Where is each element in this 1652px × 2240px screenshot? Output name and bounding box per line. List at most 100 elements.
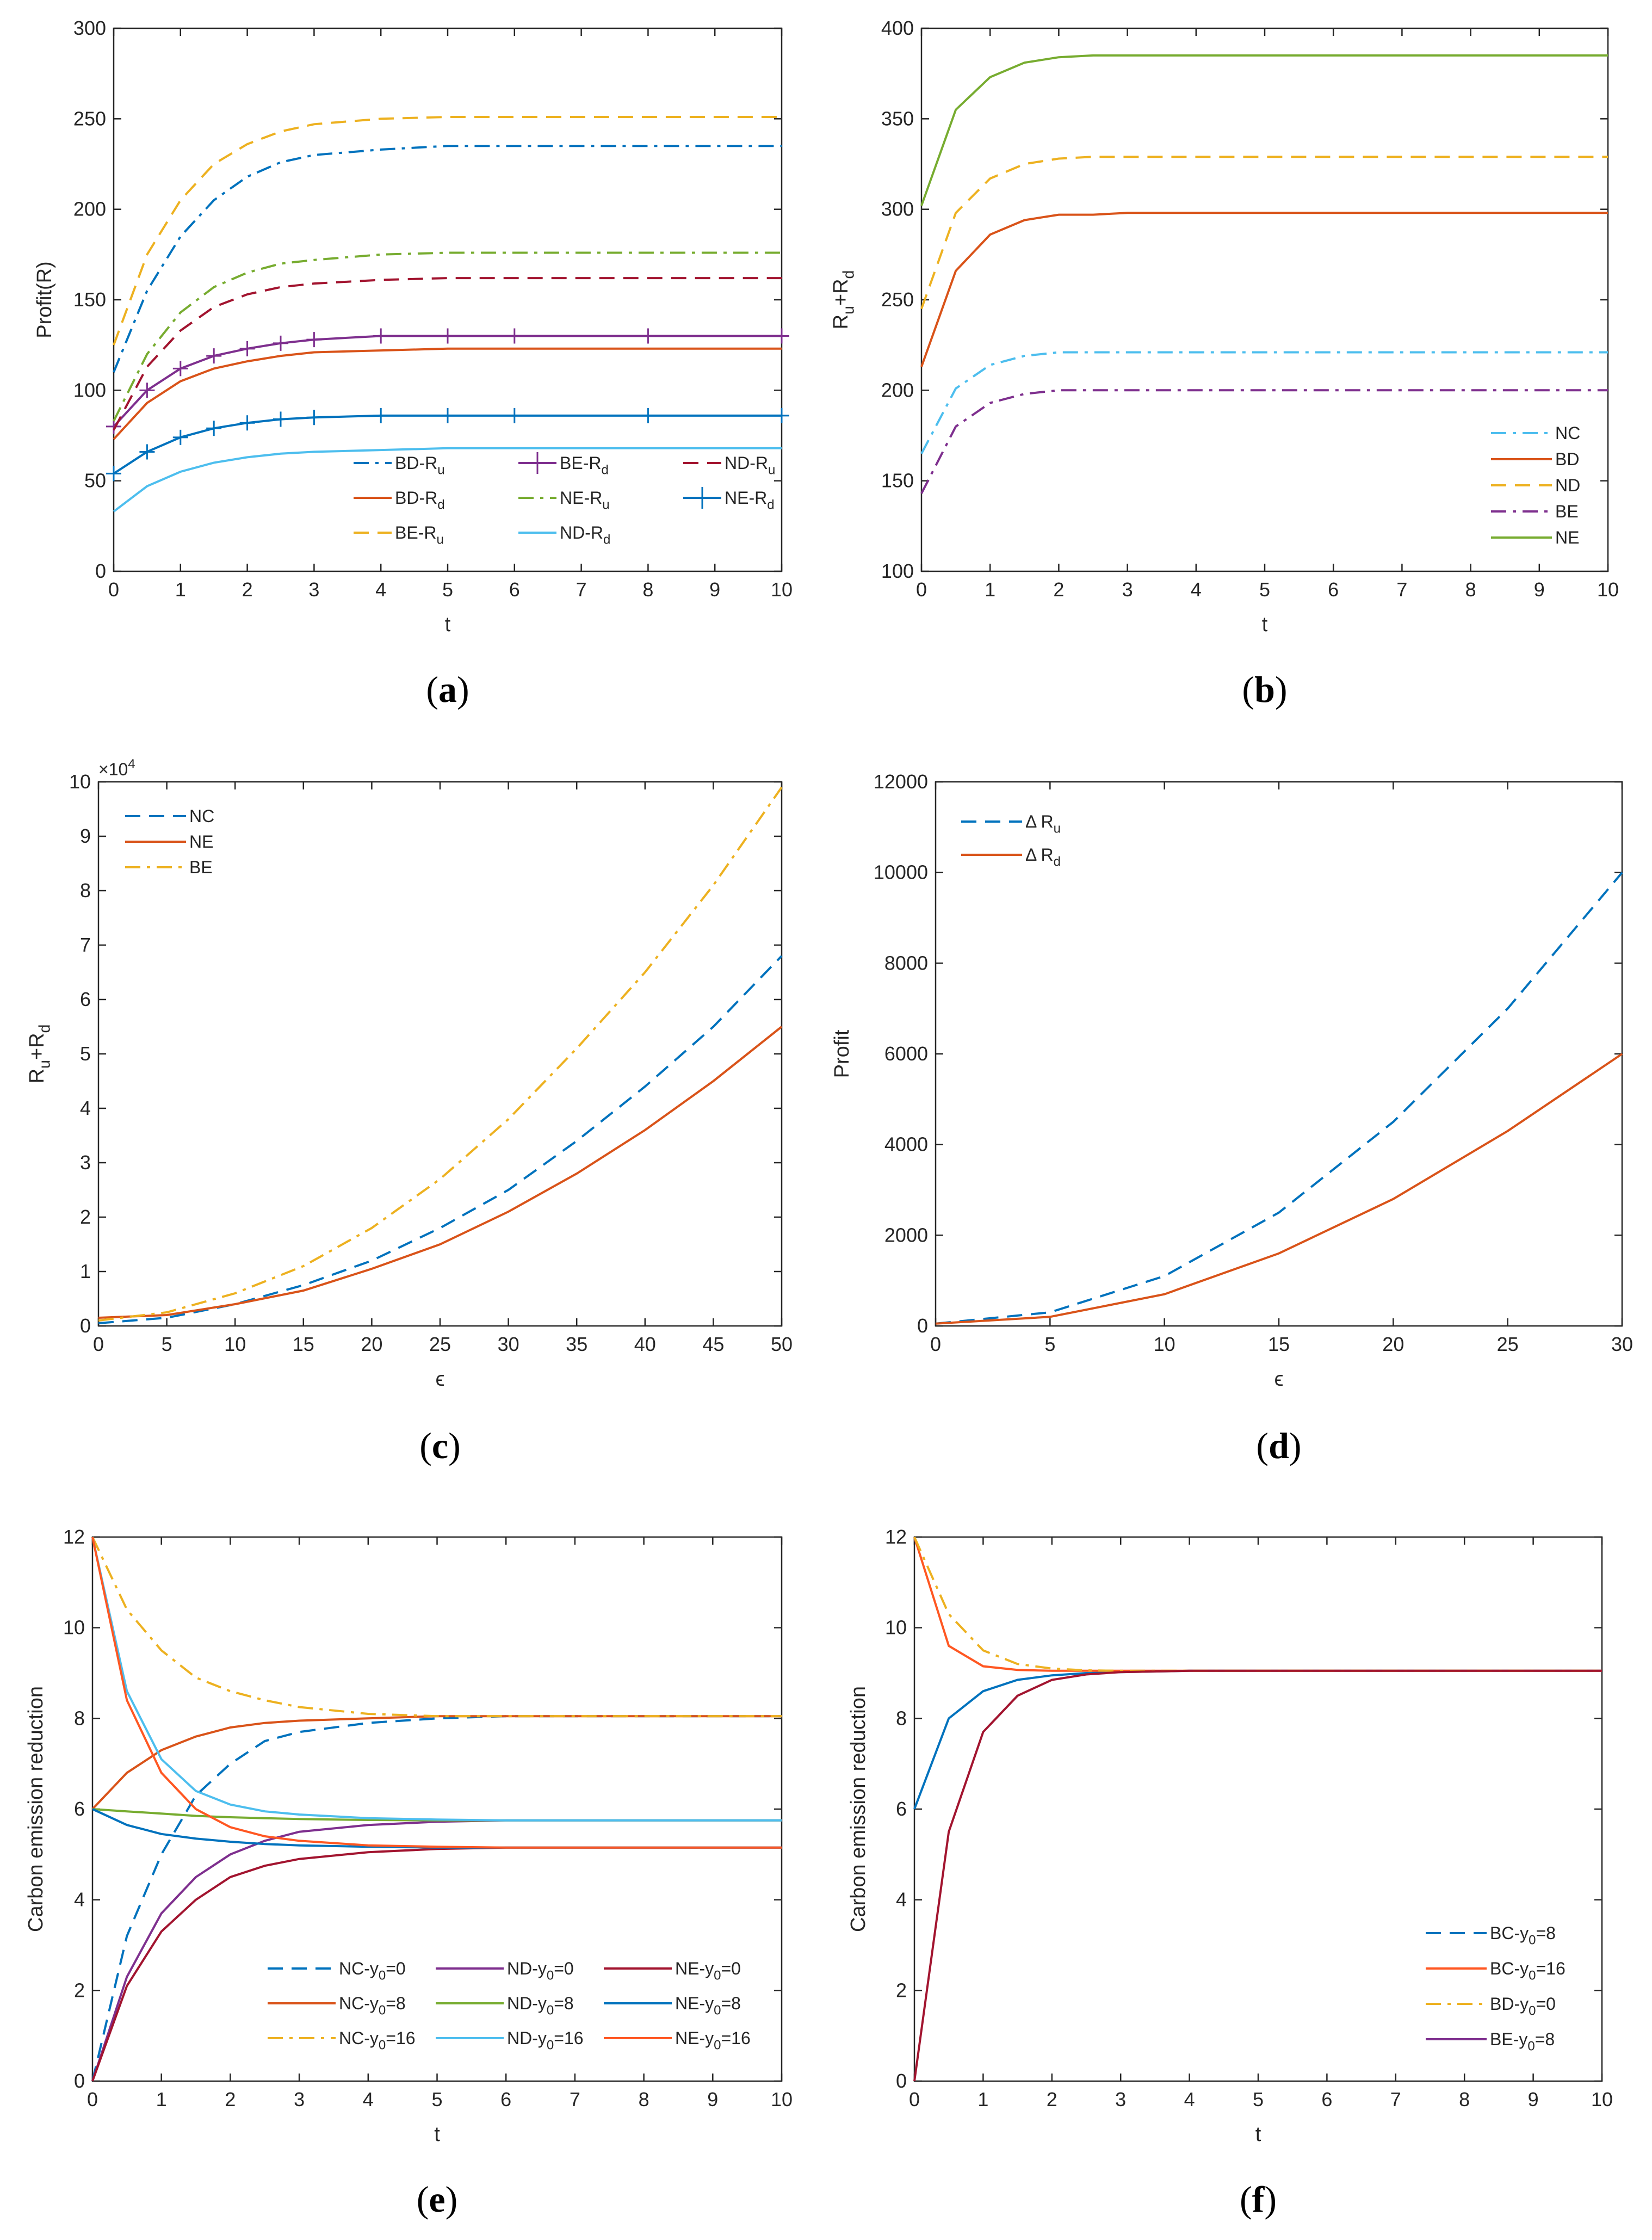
legend-label: NE-Ru​ xyxy=(560,488,610,513)
x-tick-label: 10 xyxy=(771,2088,793,2111)
x-tick-label: 8 xyxy=(1459,2088,1470,2111)
x-tick-label: 10 xyxy=(224,1333,246,1355)
legend-item: BE-Ru​ xyxy=(354,523,444,547)
x-tick-label: 15 xyxy=(1268,1333,1290,1355)
legend-label: Δ Ru​ xyxy=(1025,812,1061,836)
x-tick-label: 50 xyxy=(771,1333,793,1355)
y-tick-label: 0 xyxy=(80,1315,91,1337)
x-tick-label: 25 xyxy=(1497,1333,1519,1355)
series-line-NE xyxy=(98,1026,783,1319)
legend-item: BD xyxy=(1491,449,1579,469)
legend-label: NE-y0​=16 xyxy=(675,2028,751,2053)
x-tick-label: 40 xyxy=(634,1333,656,1355)
legend-item: ND-y0​=16 xyxy=(436,2028,584,2053)
x-tick-label: 15 xyxy=(293,1333,314,1355)
legend-label: NE-y0​=8 xyxy=(675,1994,741,2018)
series-line-BD xyxy=(920,212,1608,367)
y-axis-label: Ru​+Rd​ xyxy=(26,1025,53,1084)
x-tick-label: 2 xyxy=(1047,2088,1057,2111)
x-tick-label: 3 xyxy=(294,2088,305,2111)
legend-label: ND xyxy=(1555,476,1580,495)
x-tick-label: 30 xyxy=(1611,1333,1633,1355)
x-tick-label: 1 xyxy=(175,578,186,601)
data-point-marker xyxy=(206,348,222,364)
x-axis-label: t xyxy=(1255,2123,1261,2146)
y-axis-label: Carbon emission reduction xyxy=(847,1686,870,1932)
x-tick-label: 0 xyxy=(108,578,119,601)
y-tick-label: 8 xyxy=(74,1707,85,1729)
legend-label: NC-y0​=16 xyxy=(339,2028,416,2053)
x-tick-label: 1 xyxy=(156,2088,167,2111)
panel-caption: (b) xyxy=(1242,669,1287,710)
y-tick-label: 0 xyxy=(896,2070,907,2092)
panel-c: 05101520253035404550012345678910×104​ϵRu… xyxy=(26,757,793,1466)
legend-item: BD-y0​=0 xyxy=(1426,1994,1556,2019)
series-line-BE-R-u xyxy=(113,116,782,345)
legend-label: BD-Rd​ xyxy=(395,488,445,513)
x-tick-label: 7 xyxy=(570,2088,580,2111)
x-tick-label: 8 xyxy=(639,2088,649,2111)
legend-label: NE xyxy=(1555,528,1579,547)
x-tick-label: 1 xyxy=(977,2088,988,2111)
x-tick-label: 3 xyxy=(308,578,319,601)
legend-item: NE xyxy=(125,832,213,851)
y-tick-label: 1 xyxy=(80,1260,91,1282)
series-line-NC xyxy=(920,351,1608,454)
y-tick-label: 12000 xyxy=(874,770,928,793)
x-tick-label: 2 xyxy=(1053,578,1064,601)
legend-item: BE xyxy=(1491,502,1579,521)
x-tick-label: 3 xyxy=(1122,578,1133,601)
legend-label: ND-y0​=8 xyxy=(507,1994,574,2018)
y-tick-label: 12 xyxy=(885,1526,907,1548)
y-tick-label: 150 xyxy=(881,470,914,492)
legend-label: NE xyxy=(189,832,213,851)
legend-label: BE xyxy=(1555,502,1579,521)
series-line-ND-y-0-16 xyxy=(91,1536,782,1822)
legend-item: NC xyxy=(1491,423,1580,443)
legend-label: NC xyxy=(189,806,214,826)
panel-caption: (e) xyxy=(417,2179,458,2220)
data-point-marker xyxy=(172,429,188,445)
data-point-marker xyxy=(306,332,322,348)
data-point-marker xyxy=(640,328,656,344)
legend-item: NC-y0​=0 xyxy=(268,1959,406,1983)
legend-label: BC-y0​=16 xyxy=(1490,1959,1566,1983)
legend-label: BC-y0​=8 xyxy=(1490,1923,1556,1948)
x-tick-label: 4 xyxy=(1184,2088,1195,2111)
x-tick-label: 9 xyxy=(1534,578,1545,601)
series-line-BD-y-0-0 xyxy=(913,1536,1602,1672)
x-tick-label: 0 xyxy=(87,2088,98,2111)
y-tick-label: 250 xyxy=(73,107,106,129)
series-line-NC xyxy=(98,955,783,1324)
axes-box-f xyxy=(913,1536,1603,2082)
x-tick-label: 5 xyxy=(1044,1333,1055,1355)
legend-item: BD-Ru​ xyxy=(354,453,445,478)
y-tick-label: 6 xyxy=(80,988,91,1010)
data-point-marker xyxy=(774,408,789,423)
y-tick-label: 10 xyxy=(69,770,91,793)
data-point-marker xyxy=(239,341,255,356)
legend-label: BE-y0​=8 xyxy=(1490,2029,1555,2054)
series-line--R-d xyxy=(935,1053,1623,1325)
y-axis-label: Ru​+Rd​ xyxy=(830,270,857,330)
x-tick-label: 7 xyxy=(576,578,587,601)
y-tick-label: 10000 xyxy=(874,861,928,884)
legend-label: NC-y0​=0 xyxy=(339,1959,406,1983)
x-tick-label: 2 xyxy=(225,2088,236,2111)
y-tick-label: 150 xyxy=(73,288,106,311)
series-line-BE xyxy=(920,389,1608,494)
legend-label: NC-y0​=8 xyxy=(339,1994,406,2018)
series-line--R-u xyxy=(935,872,1623,1325)
x-tick-label: 6 xyxy=(509,578,520,601)
legend-item: ND-Ru​ xyxy=(683,453,775,478)
x-tick-label: 5 xyxy=(1259,578,1270,601)
x-tick-label: 10 xyxy=(1597,578,1619,601)
x-tick-label: 0 xyxy=(909,2088,920,2111)
legend-item: NC xyxy=(125,806,214,826)
legend-item: NC-y0​=16 xyxy=(268,2028,416,2053)
x-tick-label: 4 xyxy=(1191,578,1202,601)
y-tick-label: 6 xyxy=(896,1798,907,1820)
y-multiplier: ×104​ xyxy=(98,757,135,779)
